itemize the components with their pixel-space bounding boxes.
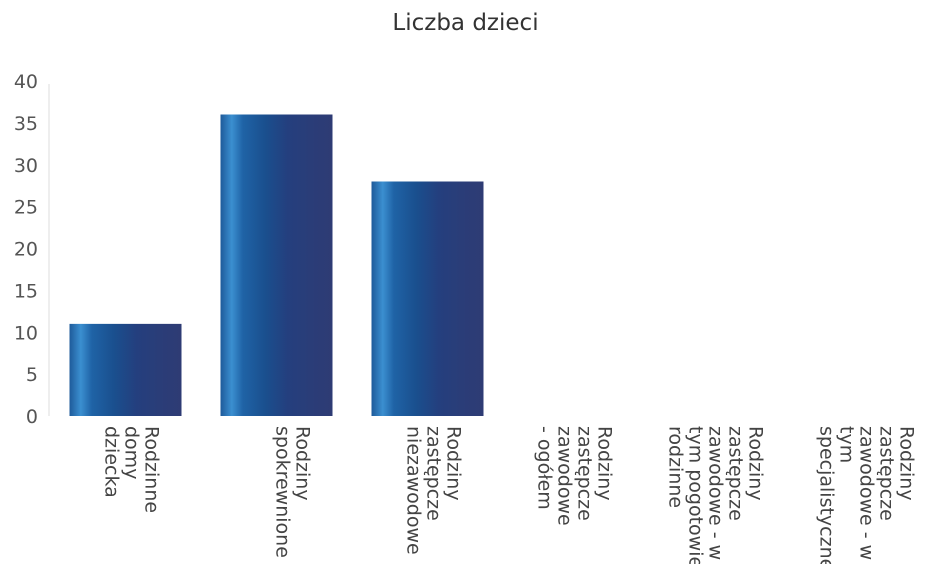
y-tick-label: 0: [26, 406, 38, 428]
bar: [371, 181, 484, 416]
bar: [220, 114, 333, 416]
y-axis-ticks: 0 5 10 15 20 25 30 35 40: [14, 71, 38, 428]
bars: [69, 114, 484, 416]
y-tick-label: 10: [14, 322, 38, 344]
x-category-label-line: zastępcze: [876, 426, 898, 521]
x-category-label-line: dziecka: [101, 426, 123, 498]
y-tick-label: 20: [14, 239, 38, 261]
y-tick-label: 5: [26, 364, 38, 386]
y-tick-label: 25: [14, 197, 38, 219]
x-category-label-line: tym pogotowie: [685, 426, 707, 564]
x-category-label-line: Rodziny: [896, 426, 918, 501]
chart-title: Liczba dzieci: [392, 10, 539, 36]
y-tick-label: 40: [14, 71, 38, 93]
x-category-label-line: rodzinne: [665, 426, 687, 508]
x-category-label-line: niezawodowe: [403, 426, 425, 555]
bar: [69, 323, 182, 416]
x-category-label-line: zastępcze: [423, 426, 445, 521]
x-category-label-line: Rodzinne: [141, 426, 163, 513]
y-tick-label: 15: [14, 280, 38, 302]
x-category-label-line: tym: [836, 426, 858, 463]
x-category-label-line: spokrewnione: [272, 426, 294, 558]
x-category-label-line: - ogółem: [534, 426, 556, 510]
x-category-label-line: specjalistyczne: [816, 426, 838, 564]
x-category-label-line: Rodziny: [292, 426, 314, 501]
y-tick-label: 35: [14, 113, 38, 135]
x-category-label-line: zawodowe: [554, 426, 576, 526]
x-category-label-line: zawodowe - w: [856, 426, 878, 560]
y-tick-label: 30: [14, 155, 38, 177]
x-category-label-line: Rodziny: [594, 426, 616, 501]
x-category-label-line: zawodowe - w: [705, 426, 727, 560]
x-category-label-line: Rodziny: [745, 426, 767, 501]
x-category-label-line: zastępcze: [574, 426, 596, 521]
x-category-label-line: zastępcze: [725, 426, 747, 521]
x-category-label-line: Rodziny: [443, 426, 465, 501]
x-category-label-line: domy: [121, 426, 143, 479]
